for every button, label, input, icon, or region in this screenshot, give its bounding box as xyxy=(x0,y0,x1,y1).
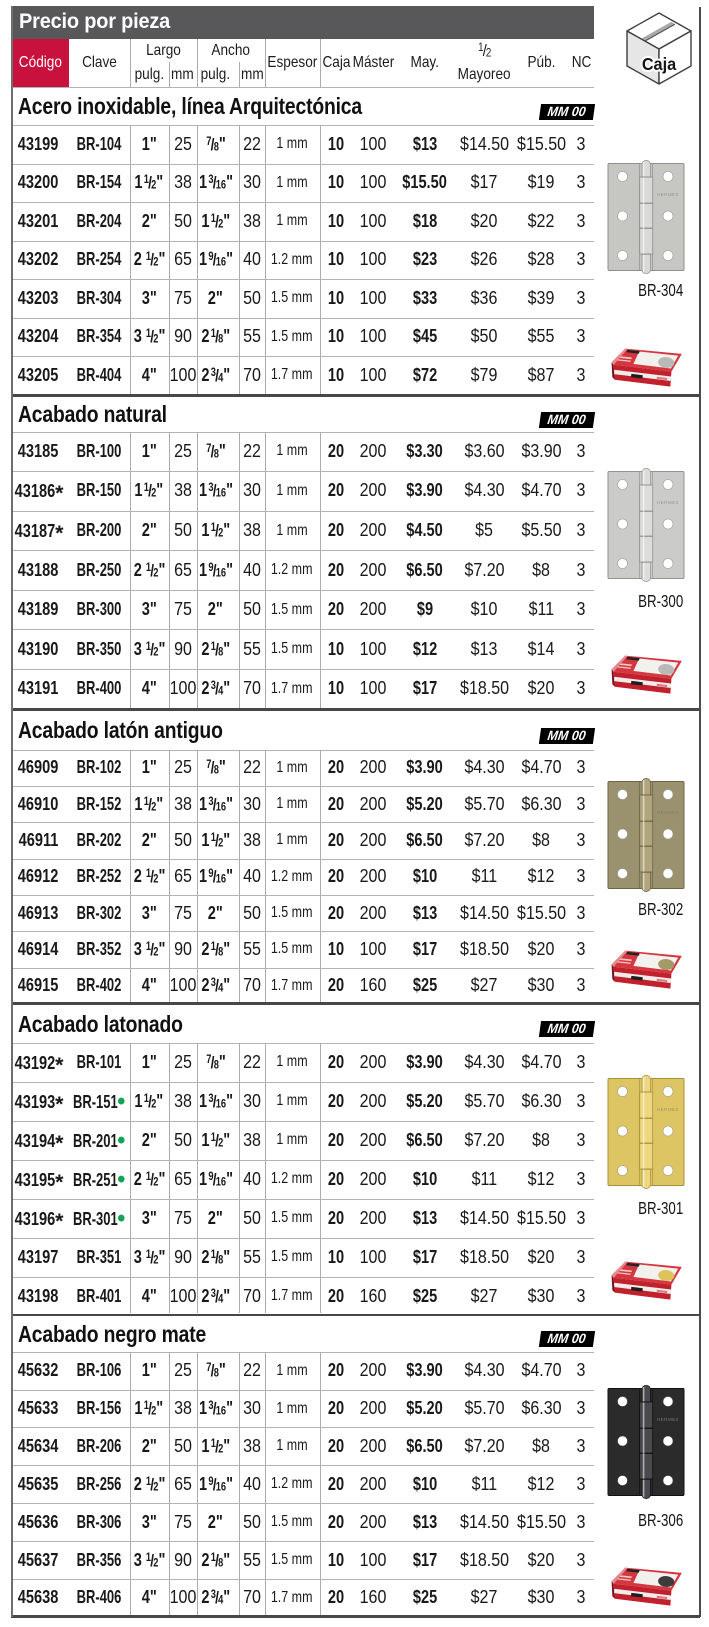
svg-text:HERMEX: HERMEX xyxy=(657,1417,679,1422)
svg-text:HERMEX: HERMEX xyxy=(657,192,679,197)
svg-text:Caja: Caja xyxy=(642,54,677,74)
svg-text:HERMEX: HERMEX xyxy=(657,1107,679,1112)
svg-text:HERMEX: HERMEX xyxy=(657,810,679,815)
svg-text:HERMEX: HERMEX xyxy=(657,500,679,505)
